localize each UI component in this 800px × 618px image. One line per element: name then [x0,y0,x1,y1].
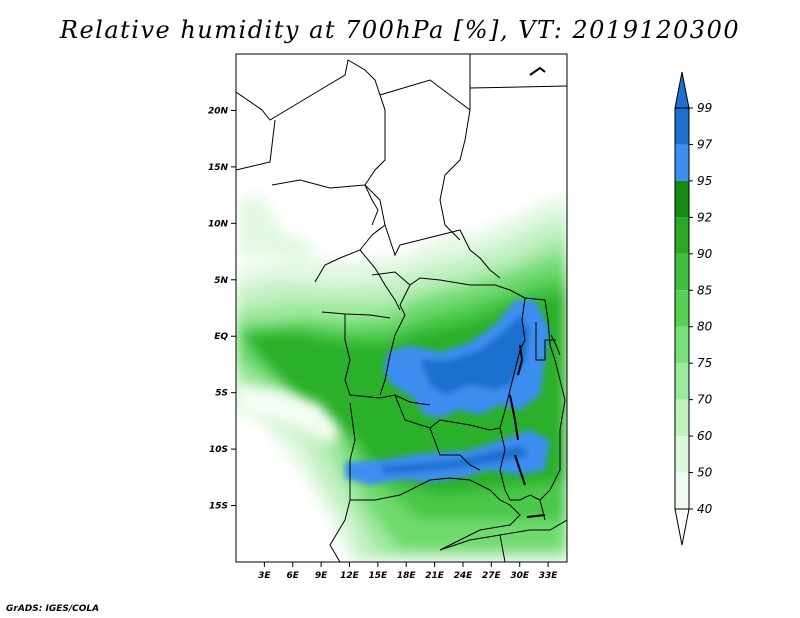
colorbar-segment [675,436,689,473]
colorbar-label: 70 [697,393,713,407]
lat-tick-label: 5N [214,276,228,286]
lat-tick-label: 10N [208,219,229,229]
colorbar-label: 60 [697,429,713,443]
credit-text: GrADS: IGES/COLA [6,604,100,614]
lon-tick-label: 24E [454,571,474,581]
map-frame [235,53,568,563]
colorbar-label: 75 [697,356,712,370]
lake-outlines [509,66,546,518]
colorbar-label: 80 [697,320,713,334]
colorbar-label: 92 [697,210,712,224]
colorbar-label: 99 [697,101,712,115]
lon-tick-label: 33E [539,571,559,581]
colorbar-bottom-triangle [674,508,690,546]
colorbar-label: 40 [697,502,713,516]
colorbar-segment [675,472,689,509]
humidity-field [236,195,567,562]
colorbar-segment [675,253,689,291]
colorbar-label: 50 [697,466,713,480]
colorbar: 99 97 95 92 90 85 80 75 70 60 50 40 [674,71,713,546]
lat-tick-label: 5S [215,389,228,399]
colorbar-segment [675,399,689,437]
colorbar-segment [675,108,689,145]
map-title: Relative humidity at 700hPa [%], VT: 201… [59,16,741,44]
colorbar-label: 97 [697,137,713,151]
lon-tick-label: 6E [287,571,300,581]
lat-tick-label: 10S [209,445,228,455]
colorbar-top-triangle [674,71,690,109]
lon-tick-label: 15E [369,571,389,581]
lat-tick-label: 15N [208,163,229,173]
lat-tick-label: 15S [209,502,228,512]
lon-tick-label: 21E [425,571,445,581]
country-borders [236,54,567,562]
lon-tick-label: 27E [482,571,502,581]
lon-tick-label: 18E [397,571,417,581]
colorbar-segment [675,180,689,218]
colorbar-label: 95 [697,174,712,188]
colorbar-label: 85 [697,283,712,297]
colorbar-segment [675,326,689,364]
lon-tick-label: 30E [510,571,530,581]
colorbar-segment [675,144,689,181]
colorbar-segment [675,217,689,254]
longitude-axis: 3E 6E 9E 12E 15E 18E 21E 24E 27E 30E 33E [258,562,558,581]
lon-tick-label: 3E [258,571,271,581]
colorbar-segment [675,363,689,400]
lat-tick-label: EQ [214,332,228,342]
lat-tick-label: 20N [208,106,229,116]
colorbar-label: 90 [697,247,713,261]
latitude-axis: 20N 15N 10N 5N EQ 5S 10S 15S [208,106,236,512]
lon-tick-label: 9E [315,571,328,581]
colorbar-segment [675,290,689,327]
lon-tick-label: 12E [340,571,360,581]
colorbar-outline [674,107,690,510]
